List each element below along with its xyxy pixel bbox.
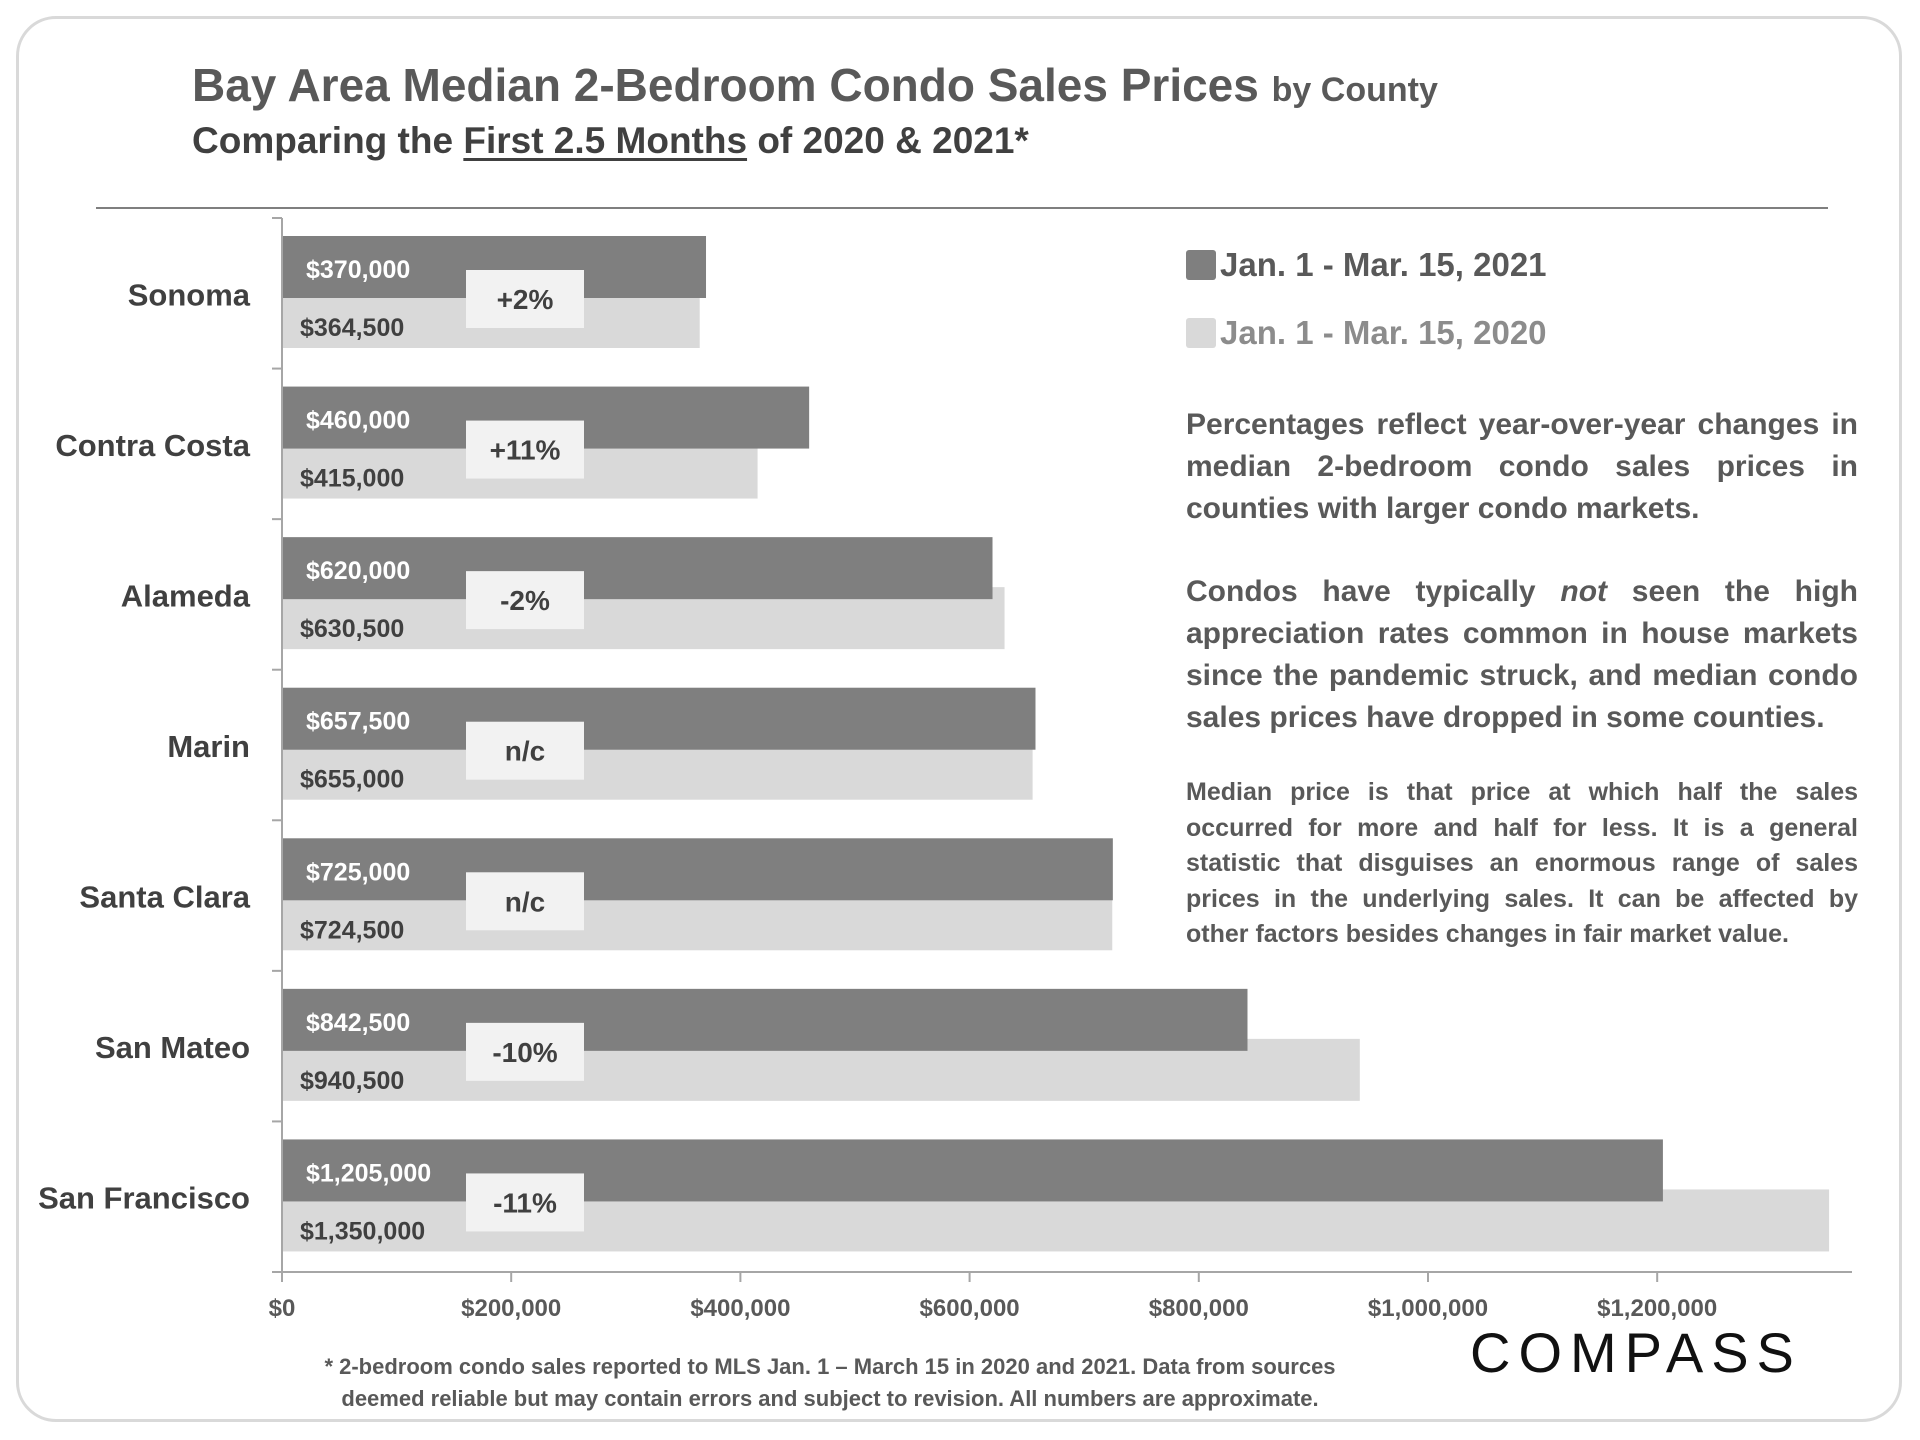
title-divider: [96, 207, 1828, 209]
legend-swatch-2020: [1186, 318, 1216, 348]
subtitle-post: of 2020 & 2021*: [757, 120, 1029, 161]
footnote-line-1: * 2-bedroom condo sales reported to MLS …: [324, 1354, 1336, 1379]
category-label: Alameda: [121, 578, 251, 613]
value-label-2020: $415,000: [300, 465, 404, 493]
change-box: [466, 872, 584, 931]
change-label: +2%: [497, 284, 554, 315]
bar-2021: [282, 838, 1113, 901]
bar-2021: [282, 687, 1036, 750]
x-tick-label: $1,000,000: [1368, 1295, 1488, 1322]
chart-subtitle: Comparing the First 2.5 Months of 2020 &…: [192, 120, 1029, 162]
title-main: Bay Area Median 2-Bedroom Condo Sales Pr…: [192, 59, 1259, 111]
change-box: [466, 1173, 584, 1232]
value-label-2021: $657,500: [306, 708, 410, 736]
x-tick-label: $200,000: [461, 1295, 561, 1322]
change-label: n/c: [505, 736, 545, 767]
x-tick-label: $0: [269, 1295, 296, 1322]
legend-item-2020: Jan. 1 - Mar. 15, 2020: [1186, 314, 1547, 352]
value-label-2020: $364,500: [300, 314, 404, 342]
change-label: +11%: [490, 435, 561, 466]
change-label: -10%: [492, 1037, 557, 1068]
change-label: -2%: [500, 585, 550, 616]
value-label-2020: $630,500: [300, 615, 404, 643]
category-label: San Mateo: [95, 1030, 250, 1065]
change-label: -11%: [493, 1187, 557, 1218]
note2-emphasis: not: [1560, 575, 1608, 608]
legend-label-2020: Jan. 1 - Mar. 15, 2020: [1220, 314, 1547, 351]
value-label-2020: $940,500: [300, 1067, 404, 1095]
footnote-line-2: deemed reliable but may contain errors a…: [341, 1386, 1319, 1411]
x-tick-label: $800,000: [1149, 1295, 1249, 1322]
title-suffix: by County: [1271, 71, 1438, 109]
x-tick-label: $400,000: [690, 1295, 790, 1322]
category-label: Marin: [167, 729, 250, 764]
value-label-2021: $370,000: [306, 256, 410, 284]
value-label-2020: $724,500: [300, 916, 404, 944]
compass-logo: COMPASS: [1470, 1321, 1802, 1384]
x-tick-label: $600,000: [920, 1295, 1020, 1322]
note-median-definition: Median price is that price at which half…: [1186, 778, 1858, 948]
legend-label-2021: Jan. 1 - Mar. 15, 2021: [1220, 246, 1547, 283]
category-label: San Francisco: [38, 1181, 250, 1216]
change-box: [466, 721, 584, 780]
footnote: * 2-bedroom condo sales reported to MLS …: [290, 1351, 1370, 1415]
bar-2021: [282, 988, 1248, 1051]
category-label: Santa Clara: [79, 880, 250, 915]
category-label: Sonoma: [128, 277, 251, 312]
note2-pre: Condos have typically: [1186, 575, 1536, 608]
change-box: [466, 420, 584, 479]
change-label: n/c: [505, 886, 545, 917]
value-label-2021: $725,000: [306, 858, 410, 886]
value-label-2020: $655,000: [300, 766, 404, 794]
category-label: Contra Costa: [55, 428, 250, 463]
note2-post: seen the high appreciation rates common …: [1186, 575, 1858, 734]
x-tick-label: $1,200,000: [1597, 1295, 1717, 1322]
bar-2021: [282, 537, 993, 600]
chart-title: Bay Area Median 2-Bedroom Condo Sales Pr…: [192, 58, 1438, 112]
value-label-2021: $460,000: [306, 407, 410, 435]
subtitle-pre: Comparing the: [192, 120, 454, 161]
legend-swatch-2021: [1186, 250, 1216, 280]
value-label-2020: $1,350,000: [300, 1217, 425, 1245]
legend-item-2021: Jan. 1 - Mar. 15, 2021: [1186, 246, 1547, 284]
subtitle-underlined: First 2.5 Months: [463, 120, 748, 161]
change-box: [466, 571, 584, 630]
note-condos: Condos have typically not seen the high …: [1186, 571, 1858, 739]
value-label-2021: $620,000: [306, 557, 410, 585]
change-box: [466, 1022, 584, 1081]
value-label-2021: $1,205,000: [306, 1159, 431, 1187]
note-percentages: Percentages reflect year-over-year chang…: [1186, 408, 1858, 525]
change-box: [466, 270, 584, 328]
value-label-2021: $842,500: [306, 1009, 410, 1037]
